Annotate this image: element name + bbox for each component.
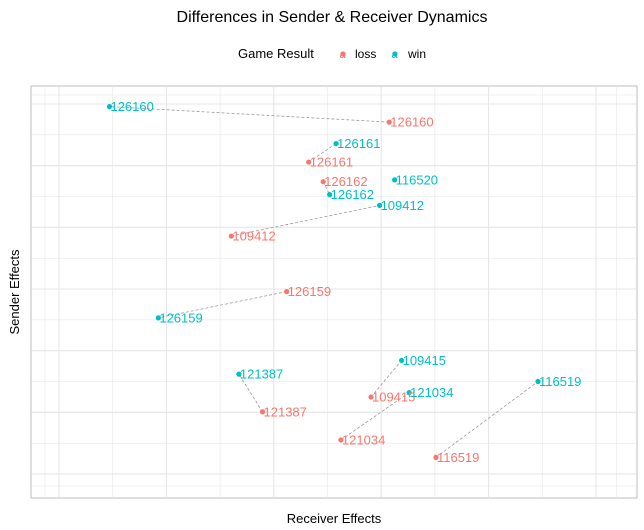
label-loss-126160: 126160 [390,115,433,130]
y-axis-title: Sender Effects [7,249,22,335]
point-labels: 126160 126161 126162 109412 126159 109415 1213… [110,99,581,465]
point-win-109412 [376,202,383,208]
legend-key-win-glyph: a [392,49,399,61]
point-win-126160 [106,103,113,110]
label-win-126160: 126160 [110,99,153,114]
label-win-121034: 121034 [410,385,453,400]
point-win-109415 [399,357,405,364]
label-loss-126162: 126162 [324,174,367,189]
connector-116519 [435,381,539,458]
plot-panel [30,85,638,499]
point-loss-109412 [228,233,234,239]
points [106,103,541,460]
point-win-121034 [406,390,412,396]
connector-109415 [370,360,402,398]
legend-key-loss-glyph: a [340,49,347,61]
legend-key-win: a [392,49,399,61]
label-win-126161: 126161 [337,136,380,151]
label-loss-126161: 126161 [310,155,353,170]
connector-121034 [340,392,410,441]
point-win-126159 [155,315,161,321]
grid [31,86,637,498]
connector-109412 [231,204,380,237]
legend-key-loss: a [340,49,347,61]
connector-126161 [308,143,337,163]
chart-title: Differences in Sender & Receiver Dynamic… [177,9,488,26]
connector-121387 [238,373,263,413]
label-win-121387: 121387 [240,367,283,382]
label-loss-126159: 126159 [288,284,331,299]
point-loss-121034 [338,437,344,443]
label-loss-121387: 121387 [264,404,307,419]
point-loss-121387 [259,409,266,415]
point-loss-126162 [320,179,326,185]
point-win-116520 [392,177,398,183]
label-loss-121034: 121034 [342,432,385,447]
label-loss-116519: 116519 [437,450,479,465]
legend-key-loss-marker [340,51,346,57]
point-loss-116519 [433,454,439,460]
label-win-126162: 126162 [331,187,374,202]
label-win-126159: 126159 [159,310,202,325]
connector-126160 [109,106,390,123]
point-win-116519 [535,378,541,385]
x-axis-title: Receiver Effects [287,511,382,526]
label-win-116520: 116520 [396,172,438,187]
legend-label-win: win [407,47,426,61]
label-win-109415: 109415 [403,353,446,368]
label-win-109412: 109412 [381,198,424,213]
point-win-126162 [327,192,333,198]
point-loss-126160 [386,119,392,125]
label-win-116519: 116519 [539,374,581,389]
point-loss-126161 [306,159,312,165]
legend-title: Game Result [238,46,314,61]
point-loss-109415 [368,394,374,400]
point-win-126161 [333,140,339,147]
point-loss-126159 [284,288,290,295]
legend-key-win-marker [392,51,398,57]
point-win-121387 [236,371,242,377]
label-loss-109415: 109415 [372,390,415,405]
legend-label-loss: loss [355,47,376,61]
label-loss-109412: 109412 [232,229,275,244]
connector-126159 [158,291,287,319]
connectors [109,106,539,458]
